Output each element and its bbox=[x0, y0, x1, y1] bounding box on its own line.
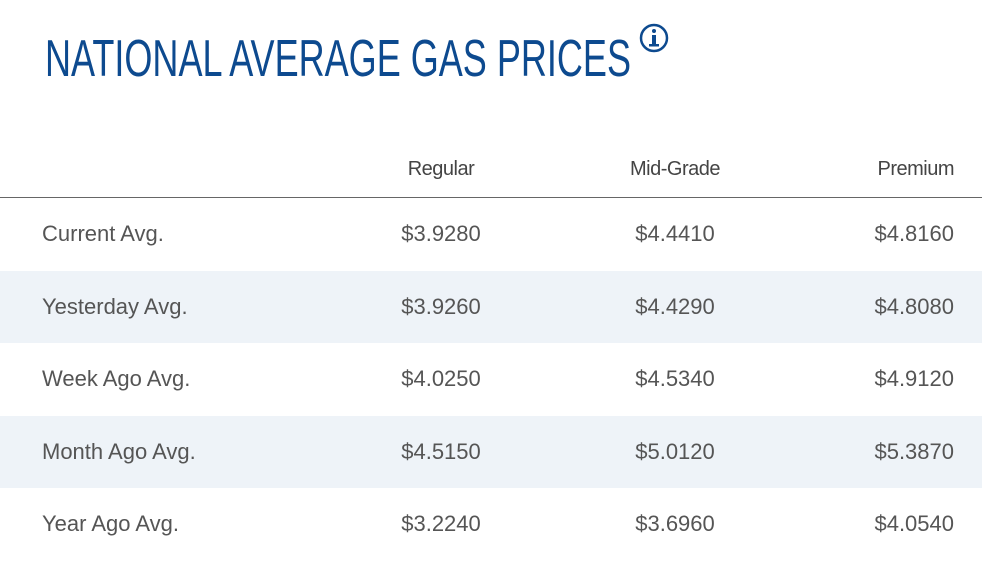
header-rule bbox=[0, 197, 982, 198]
row-label: Month Ago Avg. bbox=[42, 438, 196, 464]
price-cell: $5.0120 bbox=[635, 438, 715, 464]
row-label: Week Ago Avg. bbox=[42, 366, 191, 392]
info-icon-base[interactable] bbox=[649, 44, 659, 47]
column-header: Premium bbox=[877, 158, 954, 180]
price-cell: $4.5150 bbox=[401, 438, 481, 464]
row-label: Current Avg. bbox=[42, 221, 164, 246]
price-cell: $4.5340 bbox=[635, 366, 715, 392]
column-header: Regular bbox=[407, 158, 475, 180]
table-row: Yesterday Avg. $3.9260 $4.4290 $4.8080 bbox=[0, 270, 982, 344]
row-label: Year Ago Avg. bbox=[42, 511, 180, 537]
price-cell: $4.8080 bbox=[874, 293, 954, 319]
row-label: Yesterday Avg. bbox=[42, 293, 188, 319]
price-cell: $5.3870 bbox=[874, 438, 954, 464]
price-cell: $3.9280 bbox=[401, 221, 481, 246]
page-title: NATIONAL AVERAGE GAS PRICES bbox=[45, 30, 631, 88]
table-row: Current Avg. $3.9280 $4.4410 $4.8160 bbox=[0, 198, 982, 271]
price-cell: $4.4290 bbox=[635, 293, 715, 319]
price-cell: $4.0250 bbox=[401, 366, 481, 392]
table-row: Week Ago Avg. $4.0250 $4.5340 $4.9120 bbox=[0, 343, 982, 416]
table-row: Month Ago Avg. $4.5150 $5.0120 $5.3870 bbox=[0, 415, 982, 489]
info-icon-bar[interactable] bbox=[652, 35, 656, 45]
price-cell: $3.2240 bbox=[401, 511, 481, 537]
price-cell: $4.4410 bbox=[635, 221, 715, 246]
table-row: Year Ago Avg. $3.2240 $3.6960 $4.0540 bbox=[0, 488, 982, 561]
info-icon[interactable] bbox=[639, 23, 669, 53]
info-icon-dot[interactable] bbox=[652, 29, 656, 33]
price-cell: $3.6960 bbox=[635, 511, 715, 537]
price-cell: $3.9260 bbox=[401, 293, 481, 319]
column-header: Mid-Grade bbox=[630, 158, 720, 180]
price-cell: $4.8160 bbox=[874, 221, 954, 246]
price-cell: $4.9120 bbox=[874, 366, 954, 392]
price-cell: $4.0540 bbox=[874, 511, 954, 537]
title-area: NATIONAL AVERAGE GAS PRICES bbox=[45, 23, 669, 88]
